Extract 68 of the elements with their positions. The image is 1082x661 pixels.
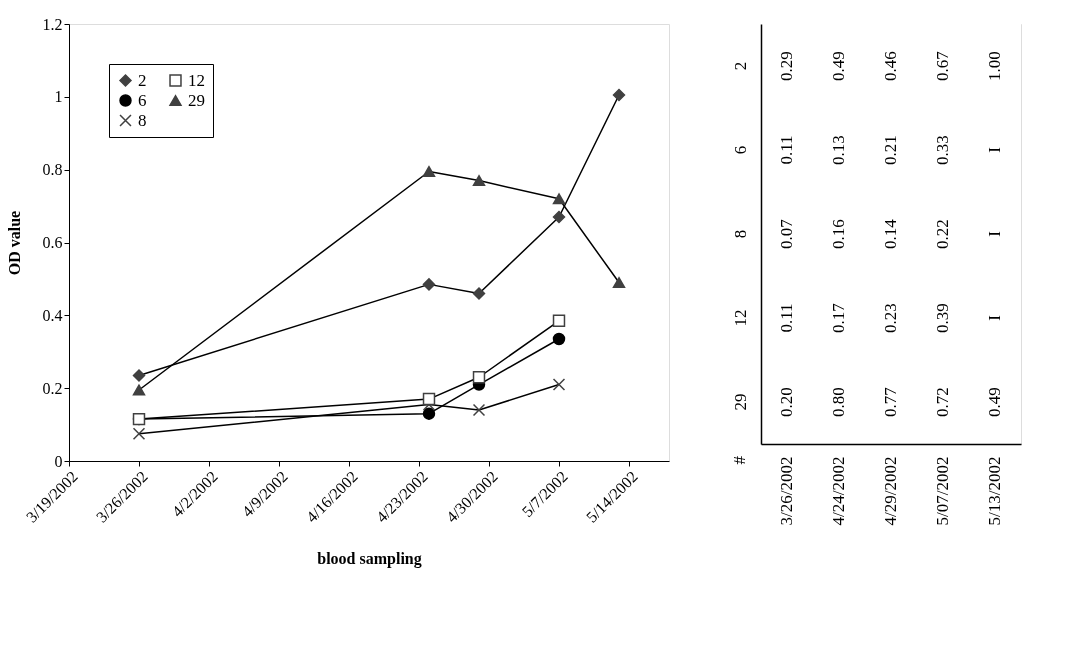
data-label: 0.07 <box>777 218 796 249</box>
legend-label: 6 <box>138 90 147 110</box>
legend-label: 2 <box>138 70 147 90</box>
legend-label: 29 <box>188 90 205 110</box>
data-label: 0.72 <box>933 387 952 417</box>
text: # <box>730 455 749 465</box>
point <box>472 175 486 187</box>
data-label: 0.49 <box>985 387 1004 417</box>
data-label: 0.49 <box>829 51 848 81</box>
y-tick-label: 0 <box>54 452 63 470</box>
y-tick-label: 1 <box>54 88 63 106</box>
data-label: 0.77 <box>881 386 900 417</box>
data-label: 0.80 <box>829 387 848 417</box>
data-label: 0.14 <box>881 218 900 249</box>
data-label: 0.16 <box>829 219 848 249</box>
text: I <box>985 147 1004 153</box>
x-tick-label: 5/13/2002 <box>985 456 1004 526</box>
data-label: 0.17 <box>829 302 848 333</box>
data-label: 1.00 <box>985 51 1004 81</box>
point <box>472 287 486 300</box>
data-label: 0.46 <box>881 51 900 81</box>
point <box>132 427 146 440</box>
data-label: 0.23 <box>881 303 900 333</box>
data-label: 0.22 <box>933 219 952 249</box>
point <box>552 314 566 328</box>
y-axis-title: OD value <box>5 210 23 276</box>
data-label: 0.29 <box>777 51 796 81</box>
y-tick-label: 0.6 <box>42 234 63 251</box>
point <box>612 277 626 289</box>
legend-label: 12 <box>188 70 205 90</box>
y-tick-label: 29 <box>730 393 750 411</box>
y-tick-label: 0.2 <box>42 379 63 397</box>
point <box>422 278 436 291</box>
y-tick-label: 2 <box>730 61 750 71</box>
data-label: 0.39 <box>933 303 952 333</box>
point <box>422 165 436 177</box>
data-label: 0.11 <box>777 135 796 165</box>
data-label: 0.21 <box>881 135 900 165</box>
y-tick-label: 0.4 <box>42 306 63 324</box>
data-label: 0.11 <box>777 303 796 333</box>
y-tick-label: 0.8 <box>42 161 63 179</box>
point <box>552 378 566 391</box>
point <box>132 369 146 382</box>
point <box>472 371 486 384</box>
x-tick-label: 4/24/2002 <box>829 456 848 526</box>
text: I <box>985 231 1004 237</box>
text: I <box>985 315 1004 321</box>
point <box>552 210 566 224</box>
x-tick-label: 3/26/2002 <box>777 456 796 526</box>
point <box>552 332 566 346</box>
legend-label: 8 <box>138 110 147 130</box>
data-label: 0.20 <box>777 387 796 417</box>
y-tick-label: 1.2 <box>42 15 63 33</box>
x-tick-label: 4/29/2002 <box>881 456 900 526</box>
point <box>422 392 436 406</box>
point <box>552 193 566 205</box>
y-tick-label: 12 <box>730 309 750 327</box>
point <box>132 384 146 396</box>
data-label: 0.67 <box>933 50 952 81</box>
y-tick-label: 6 <box>730 145 750 155</box>
point <box>472 403 486 417</box>
data-label: 0.33 <box>933 135 952 165</box>
point <box>422 407 436 420</box>
x-tick-label: 5/07/2002 <box>933 456 952 526</box>
y-tick-label: 8 <box>730 229 750 239</box>
x-axis-title: blood sampling <box>317 549 422 568</box>
point <box>612 88 626 102</box>
data-label: 0.13 <box>829 135 848 165</box>
